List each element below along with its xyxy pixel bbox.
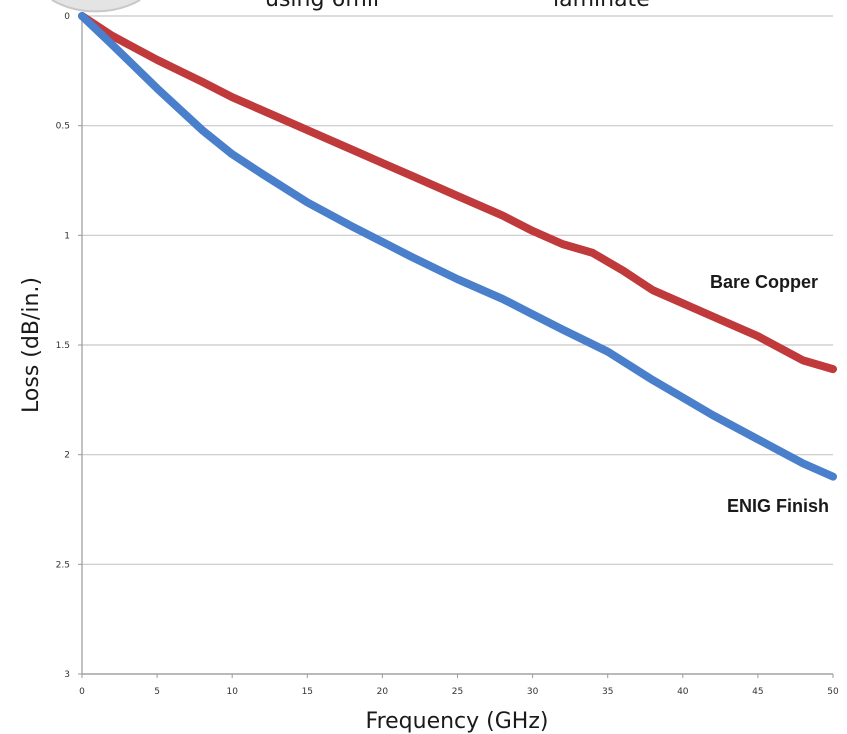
x-tick-label: 45 (752, 687, 763, 697)
y-tick-label: 2 (64, 451, 70, 461)
x-tick-label: 30 (527, 687, 539, 697)
x-tick-label: 25 (452, 687, 463, 697)
y-tick-label: 2.5 (56, 560, 70, 570)
x-tick-label: 0 (79, 687, 85, 697)
y-tick-label: 0 (64, 12, 70, 22)
x-tick-label: 5 (154, 687, 160, 697)
y-axis-title: Loss (dB/in.) (19, 277, 44, 413)
y-tick-label: 1 (64, 231, 70, 241)
series-label-enig-finish: ENIG Finish (727, 496, 829, 516)
x-tick-label: 20 (377, 687, 389, 697)
title-fragment-right: laminate (553, 0, 650, 12)
x-tick-labels: 0 5 10 15 20 25 30 35 40 45 50 (79, 687, 839, 697)
y-tick-label: 3 (64, 670, 70, 680)
y-tick-label: 1.5 (56, 341, 70, 351)
y-tick-label: 0.5 (56, 122, 70, 132)
x-tick-label: 40 (677, 687, 689, 697)
axes (78, 15, 834, 678)
x-tick-label: 50 (827, 687, 839, 697)
series-label-bare-copper: Bare Copper (710, 272, 818, 292)
x-axis-title: Frequency (GHz) (366, 709, 549, 734)
grid-lines (82, 15, 833, 675)
series-line-enig-finish (78, 12, 837, 481)
series-lines (78, 12, 837, 481)
x-tick-label: 10 (226, 687, 238, 697)
title-fragment-left: using 6mil (265, 0, 379, 12)
x-tick-label: 15 (302, 687, 313, 697)
x-tick-label: 35 (602, 687, 613, 697)
series-line-bare-copper (78, 12, 837, 374)
corner-logo-fragment (51, 0, 141, 13)
y-tick-labels: 0 0.5 1 1.5 2 2.5 3 (56, 12, 71, 680)
